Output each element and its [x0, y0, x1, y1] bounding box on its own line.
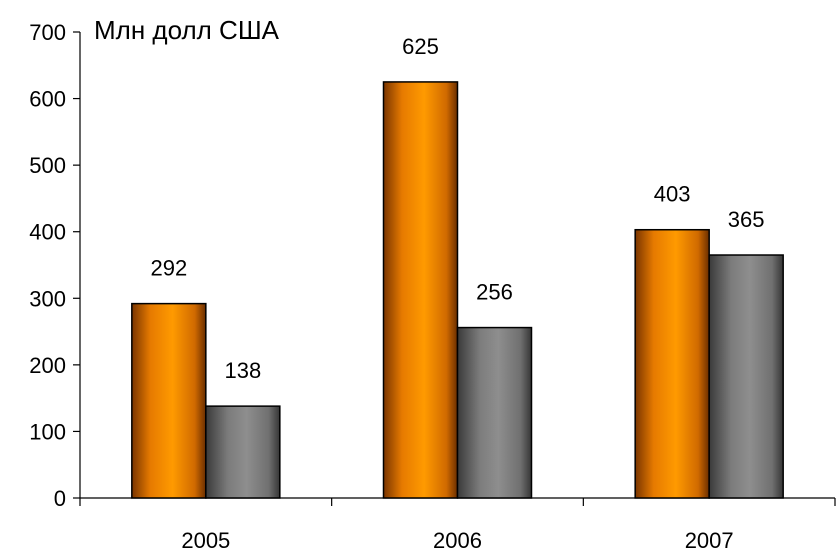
y-tick-label: 0	[54, 486, 66, 511]
y-tick-label: 300	[29, 286, 66, 311]
y-tick-label: 200	[29, 353, 66, 378]
x-axis: 2005 2006 2007	[79, 497, 836, 553]
bar-2006-series-1	[382, 81, 459, 499]
data-label: 138	[224, 358, 261, 383]
data-label: 625	[402, 34, 439, 59]
data-label: 365	[728, 207, 765, 232]
y-tick-label: 100	[29, 419, 66, 444]
y-tick-label: 500	[29, 153, 66, 178]
bar-2005-series-2	[205, 405, 281, 499]
data-label: 256	[476, 280, 513, 305]
bar-2006-series-2	[456, 326, 533, 499]
y-axis: 0 100 200 300 400 500 600 700	[29, 20, 81, 511]
x-tick-label: 2007	[685, 528, 734, 553]
bar-2005-series-1	[131, 302, 207, 499]
chart-title: Млн долл США	[94, 15, 280, 45]
x-tick-label: 2005	[181, 528, 230, 553]
y-tick-label: 400	[29, 220, 66, 245]
y-tick-label: 700	[29, 20, 66, 45]
bar-2007-series-1	[634, 228, 710, 499]
bars	[131, 81, 784, 499]
data-labels: 292 138 625 256 403 365	[150, 34, 764, 383]
bar-2007-series-2	[708, 254, 784, 499]
x-tick-label: 2006	[433, 528, 482, 553]
data-label: 292	[150, 256, 187, 281]
data-label: 403	[654, 182, 691, 207]
y-tick-label: 600	[29, 87, 66, 112]
